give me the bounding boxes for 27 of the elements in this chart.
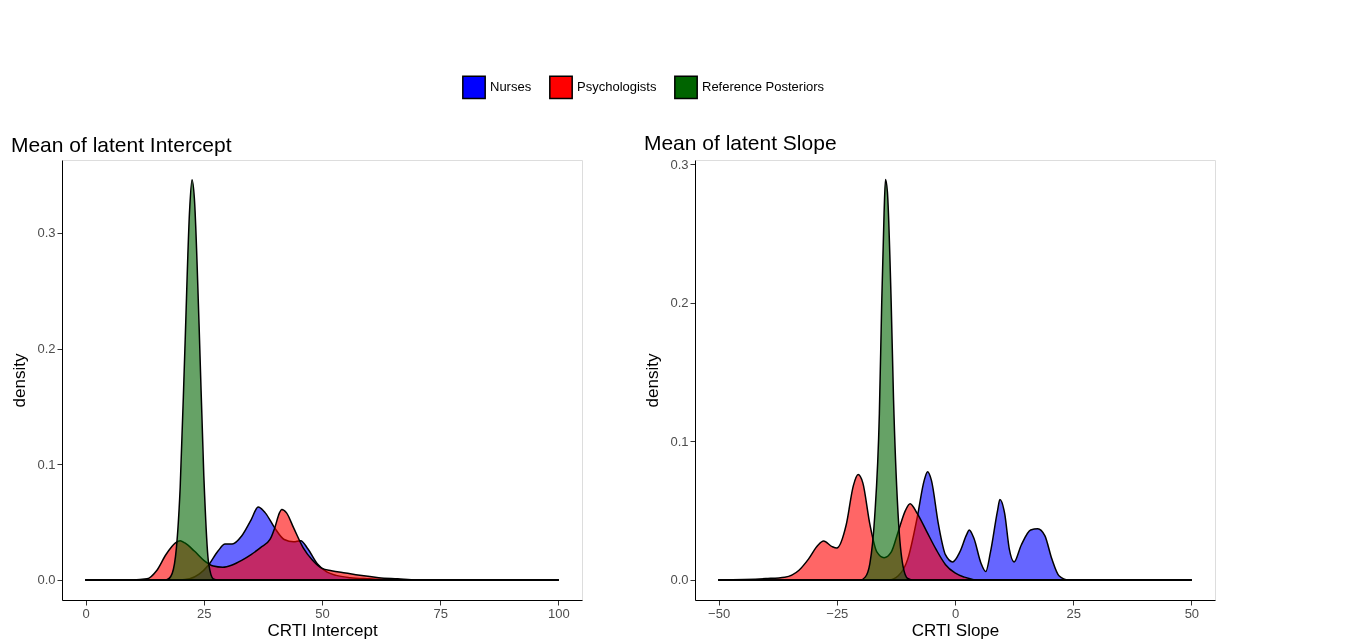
x-tick-label: 75 [433,605,448,621]
y-axis-title: density [643,353,663,408]
chart-title: Mean of latent Intercept [10,133,232,156]
y-tick-label: 0.0 [37,572,56,588]
x-tick-label: −50 [708,605,731,621]
y-axis-title: density [10,353,30,408]
legend-label: Nurses [490,79,532,95]
y-tick-label: 0.0 [670,572,689,588]
y-tick-label: 0.1 [670,433,689,449]
y-tick-label: 0.2 [670,295,689,311]
x-tick-label: 50 [315,605,330,621]
x-axis-title: CRTI Slope [911,620,1000,639]
x-tick-label: 100 [548,605,570,621]
y-tick-label: 0.3 [37,225,56,241]
chart-title: Mean of latent Slope [643,131,837,155]
x-tick-label: 25 [1066,605,1081,621]
x-axis-title: CRTI Intercept [267,620,378,639]
y-tick-label: 0.3 [670,156,689,172]
x-tick-label: −25 [826,605,849,621]
x-tick-label: 25 [197,605,212,621]
legend-label: Psychologists [577,79,657,95]
x-tick-label: 50 [1184,605,1200,621]
y-tick-label: 0.1 [37,456,56,472]
legend-label: Reference Posteriors [702,79,825,95]
x-tick-label: 0 [82,605,90,621]
y-tick-label: 0.2 [37,341,56,357]
x-tick-label: 0 [951,605,960,621]
